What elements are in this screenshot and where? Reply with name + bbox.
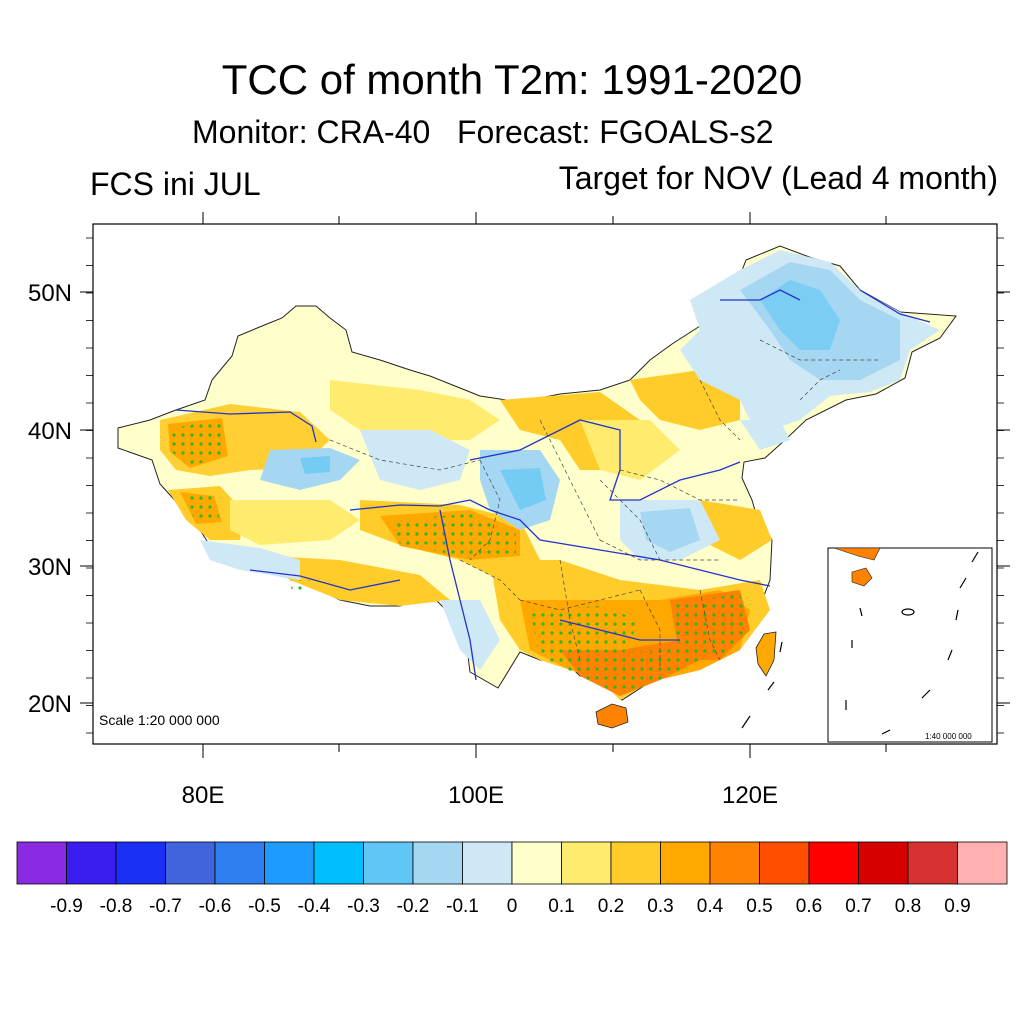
colorbar-tick-label: 0.7: [845, 896, 872, 917]
province-borders: [329, 339, 880, 670]
colorbar-tick-label: -0.5: [248, 896, 281, 917]
lon-label-120e: 120E: [721, 782, 779, 809]
colorbar-tick-label: 0: [506, 896, 518, 917]
colorbar-tick-label: 0.6: [795, 896, 823, 917]
colorbar-swatch: [808, 841, 859, 885]
init-label: FCS ini JUL: [90, 166, 261, 202]
colorbar-swatch: [709, 841, 760, 885]
minor-lat-ticks: [86, 237, 1004, 734]
colorbar-tick-label: 0.1: [548, 896, 575, 917]
colorbar-tick-label: 0.3: [647, 896, 674, 917]
colorbar-swatch: [660, 841, 711, 885]
south-china-sea-inset: [827, 547, 993, 743]
colorbar-tick-label: -0.9: [50, 896, 83, 917]
colorbar-swatch: [264, 841, 315, 885]
colorbar-swatch: [610, 841, 661, 885]
colorbar-swatch: [511, 841, 562, 885]
field-layer: [117, 245, 957, 729]
target-label: Target for NOV (Lead 4 month): [558, 160, 998, 196]
colorbar-tick-label: -0.7: [149, 896, 182, 917]
colorbar-swatch: [16, 841, 67, 885]
lat-label-40n: 40N: [27, 418, 72, 445]
colorbar-swatch: [412, 841, 463, 885]
colorbar: [16, 841, 1008, 885]
colorbar-tick-label: -0.4: [297, 896, 331, 917]
lat-label-50n: 50N: [27, 280, 72, 307]
colorbar-swatch: [858, 841, 909, 885]
axis-ticks: [80, 212, 1010, 758]
lat-label-30n: 30N: [27, 554, 72, 581]
colorbar-tick-label: 0.5: [746, 896, 773, 917]
lon-label-100e: 100E: [447, 782, 505, 809]
lon-label-80e: 80E: [181, 782, 225, 809]
colorbar-swatch: [363, 841, 414, 885]
colorbar-swatch: [214, 841, 265, 885]
colorbar-tick-label: -0.8: [99, 896, 133, 917]
colorbar-swatch: [313, 841, 364, 885]
colorbar-tick-label: 0.4: [696, 896, 724, 917]
taiwan-island: [755, 631, 777, 677]
hainan-island: [595, 703, 629, 729]
chart-title: TCC of month T2m: 1991-2020: [221, 56, 803, 103]
scale-inset-label: 1:40 000 000: [925, 732, 972, 741]
colorbar-tick-label: -0.6: [198, 896, 232, 917]
scale-main-label: Scale 1:20 000 000: [99, 712, 220, 728]
colorbar-tick-label: -0.3: [347, 896, 380, 917]
colorbar-tick-label: 0.2: [597, 896, 625, 917]
colorbar-swatch: [759, 841, 810, 885]
significance-dots: [172, 420, 748, 694]
lat-label-20n: 20N: [27, 691, 72, 718]
colorbar-tick-label: 0.9: [944, 896, 971, 917]
colorbar-tick-label: -0.1: [446, 896, 479, 917]
colorbar-tick-label: 0.8: [894, 896, 922, 917]
chart-subtitle: Monitor: CRA-40 Forecast: FGOALS-s2: [192, 114, 774, 150]
nine-dash-line: [741, 641, 783, 729]
colorbar-swatch: [165, 841, 216, 885]
colorbar-swatch: [957, 841, 1008, 885]
colorbar-swatch: [66, 841, 117, 885]
colorbar-swatch: [561, 841, 612, 885]
rivers: [175, 289, 931, 681]
colorbar-swatch: [462, 841, 513, 885]
colorbar-tick-label: -0.2: [396, 896, 430, 917]
colorbar-swatch: [907, 841, 958, 885]
colorbar-swatch: [115, 841, 166, 885]
